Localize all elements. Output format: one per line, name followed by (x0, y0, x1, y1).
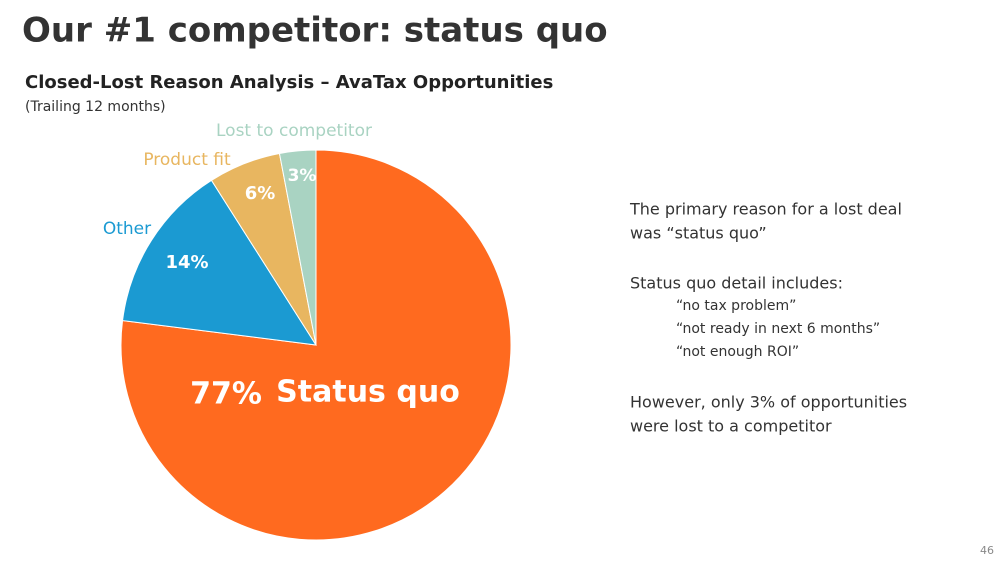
pie-slice (121, 179, 317, 346)
note-line: were lost to a competitor (630, 417, 832, 436)
slide-title: Our #1 competitor: status quo (22, 11, 608, 51)
chart-title: Closed-Lost Reason Analysis – AvaTax Opp… (25, 72, 553, 93)
note-line: However, only 3% of opportunities (630, 393, 907, 412)
category-label: Other (103, 219, 151, 239)
note-line: was “status quo” (630, 224, 767, 243)
pie-slice (120, 149, 512, 541)
chart-subtitle: (Trailing 12 months) (25, 99, 166, 115)
category-label: Status quo (276, 375, 460, 410)
note-line: Status quo detail includes: (630, 274, 843, 293)
note-line: The primary reason for a lost deal (629, 200, 902, 219)
value-label: 3% (288, 166, 317, 186)
note-item: “not enough ROI” (676, 344, 799, 360)
value-label: 14% (165, 252, 208, 273)
note-item: “no tax problem” (676, 298, 796, 314)
pie-slice (278, 149, 317, 346)
category-label: Product fit (143, 150, 231, 170)
value-label: 6% (245, 183, 276, 204)
note-item: “not ready in next 6 months” (676, 321, 880, 337)
category-label: Lost to competitor (216, 121, 372, 141)
page-number: 46 (980, 544, 994, 557)
value-label: 77% (190, 377, 262, 412)
